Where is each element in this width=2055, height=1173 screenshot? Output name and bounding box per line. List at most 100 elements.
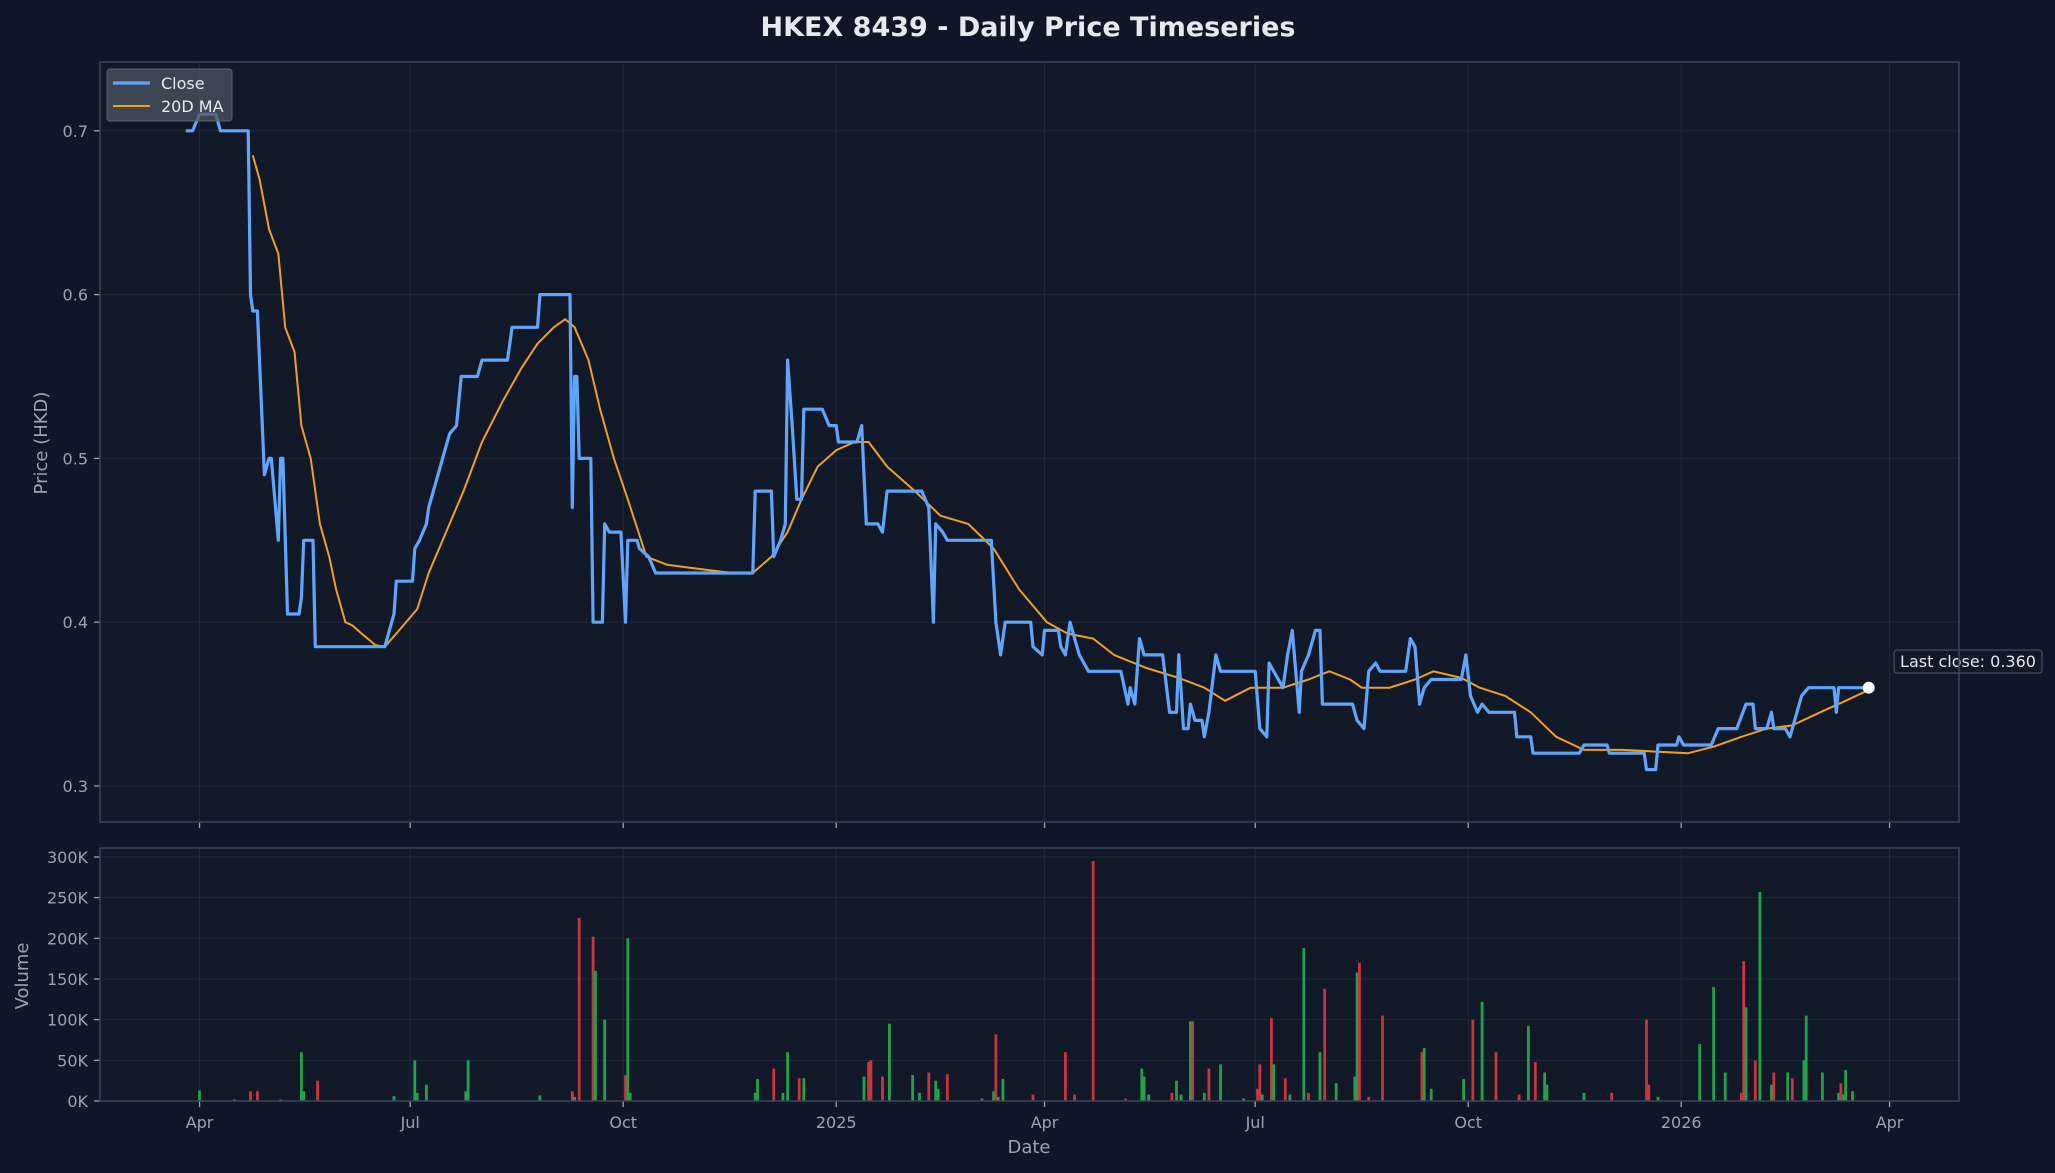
volume-bar bbox=[1772, 1072, 1776, 1101]
volume-bar bbox=[1839, 1083, 1843, 1101]
volume-bar bbox=[1837, 1092, 1840, 1101]
volume-bar bbox=[1723, 1072, 1727, 1101]
volume-y-tick-label: 150K bbox=[47, 970, 89, 989]
volume-bar bbox=[1073, 1094, 1076, 1101]
x-tick-label: 2026 bbox=[1661, 1113, 1702, 1132]
volume-y-tick-label: 200K bbox=[47, 929, 89, 948]
volume-bar bbox=[980, 1098, 984, 1101]
volume-bar bbox=[994, 1034, 998, 1101]
volume-bar bbox=[1260, 1094, 1264, 1101]
price-y-tick-label: 0.6 bbox=[63, 286, 88, 305]
volume-bar bbox=[1494, 1052, 1498, 1101]
volume-bar bbox=[1821, 1072, 1824, 1101]
volume-bar bbox=[1462, 1079, 1465, 1101]
volume-bar bbox=[1744, 1007, 1748, 1101]
volume-bar bbox=[869, 1060, 873, 1101]
volume-bar bbox=[911, 1075, 914, 1101]
volume-bar bbox=[1189, 1021, 1192, 1101]
x-tick-label: Jul bbox=[400, 1113, 420, 1132]
x-tick-label: 2025 bbox=[816, 1113, 857, 1132]
volume-bar bbox=[1175, 1080, 1178, 1101]
volume-bar bbox=[425, 1084, 428, 1101]
volume-bar bbox=[1242, 1098, 1245, 1101]
volume-bar bbox=[1647, 1084, 1651, 1101]
volume-bar bbox=[1142, 1076, 1146, 1101]
volume-bar bbox=[603, 1019, 607, 1101]
volume-bar bbox=[1358, 962, 1361, 1101]
volume-bar bbox=[1527, 1026, 1530, 1101]
volume-bar bbox=[1170, 1092, 1174, 1101]
volume-bar bbox=[591, 936, 595, 1101]
volume-y-tick-label: 100K bbox=[47, 1011, 89, 1030]
x-tick-label: Oct bbox=[1454, 1113, 1482, 1132]
volume-bar bbox=[996, 1096, 1000, 1101]
volume-bar bbox=[279, 1099, 282, 1101]
volume-bar bbox=[797, 1078, 801, 1101]
volume-bar bbox=[413, 1060, 417, 1101]
volume-bar bbox=[538, 1095, 542, 1101]
volume-bar bbox=[1645, 1019, 1648, 1101]
x-tick-label: Oct bbox=[609, 1113, 637, 1132]
volume-bar bbox=[1219, 1064, 1222, 1101]
volume-bar bbox=[1804, 1015, 1808, 1101]
volume-y-tick-label: 250K bbox=[47, 889, 89, 908]
volume-bar bbox=[1786, 1072, 1790, 1101]
volume-bar bbox=[1355, 972, 1359, 1101]
legend-label: Close bbox=[161, 74, 205, 93]
volume-bar bbox=[1770, 1084, 1773, 1101]
price-y-tick-label: 0.7 bbox=[63, 122, 88, 141]
volume-bar bbox=[1844, 1070, 1847, 1101]
volume-bar bbox=[1420, 1052, 1424, 1101]
volume-bar bbox=[249, 1091, 252, 1101]
chart-title: HKEX 8439 - Daily Price Timeseries bbox=[760, 12, 1295, 43]
volume-bar bbox=[992, 1091, 995, 1101]
volume-bar bbox=[1202, 1092, 1206, 1101]
volume-bar bbox=[1698, 1044, 1702, 1101]
volume-bar bbox=[1582, 1092, 1586, 1101]
volume-bar bbox=[927, 1072, 931, 1101]
price-y-tick-label: 0.4 bbox=[63, 613, 88, 632]
volume-bar bbox=[300, 1052, 303, 1101]
volume-bar bbox=[1323, 988, 1327, 1101]
volume-bar bbox=[1124, 1098, 1127, 1101]
volume-bar bbox=[1258, 1064, 1262, 1101]
volume-bar bbox=[1610, 1092, 1614, 1101]
volume-bar bbox=[256, 1091, 259, 1101]
x-tick-label: Apr bbox=[1876, 1113, 1904, 1132]
volume-bar bbox=[862, 1076, 866, 1101]
volume-bar bbox=[802, 1078, 806, 1101]
volume-plot-area bbox=[100, 848, 1959, 1101]
volume-bar bbox=[1656, 1096, 1660, 1101]
volume-bar bbox=[1270, 1018, 1273, 1101]
volume-bar bbox=[1480, 1001, 1484, 1101]
volume-bar bbox=[1334, 1083, 1338, 1101]
volume-bar bbox=[1712, 987, 1715, 1101]
volume-bar bbox=[1802, 1060, 1806, 1101]
volume-y-tick-label: 0K bbox=[67, 1092, 88, 1111]
volume-bar bbox=[1851, 1091, 1854, 1101]
volume-bar bbox=[1841, 1094, 1845, 1101]
volume-bar bbox=[198, 1090, 201, 1101]
volume-bar bbox=[1140, 1068, 1144, 1101]
volume-bar bbox=[415, 1092, 419, 1101]
volume-bar bbox=[1318, 1052, 1322, 1101]
series-line-20d-ma bbox=[251, 155, 1867, 755]
volume-bar bbox=[781, 1092, 785, 1101]
volume-bar bbox=[1758, 891, 1762, 1101]
volume-bar bbox=[945, 1074, 949, 1101]
volume-bar bbox=[1740, 1092, 1743, 1101]
price-axes-frame bbox=[99, 61, 1960, 823]
volume-bar bbox=[1031, 1094, 1035, 1101]
price-panel: 0.3 0.4 0.5 0.6 0.7 Last close: 0.360 Close 20D… bbox=[63, 61, 2043, 828]
volume-bar bbox=[466, 1060, 470, 1101]
volume-bar bbox=[786, 1052, 789, 1101]
price-y-tick-label: 0.5 bbox=[63, 449, 88, 468]
volume-bar bbox=[1422, 1048, 1426, 1101]
volume-bar bbox=[753, 1092, 757, 1101]
legend: Close 20D MA bbox=[106, 68, 233, 122]
volume-bar bbox=[316, 1080, 319, 1101]
x-tick-label: Apr bbox=[186, 1113, 214, 1132]
volume-bar bbox=[1742, 961, 1746, 1101]
volume-bar bbox=[1533, 1062, 1537, 1101]
